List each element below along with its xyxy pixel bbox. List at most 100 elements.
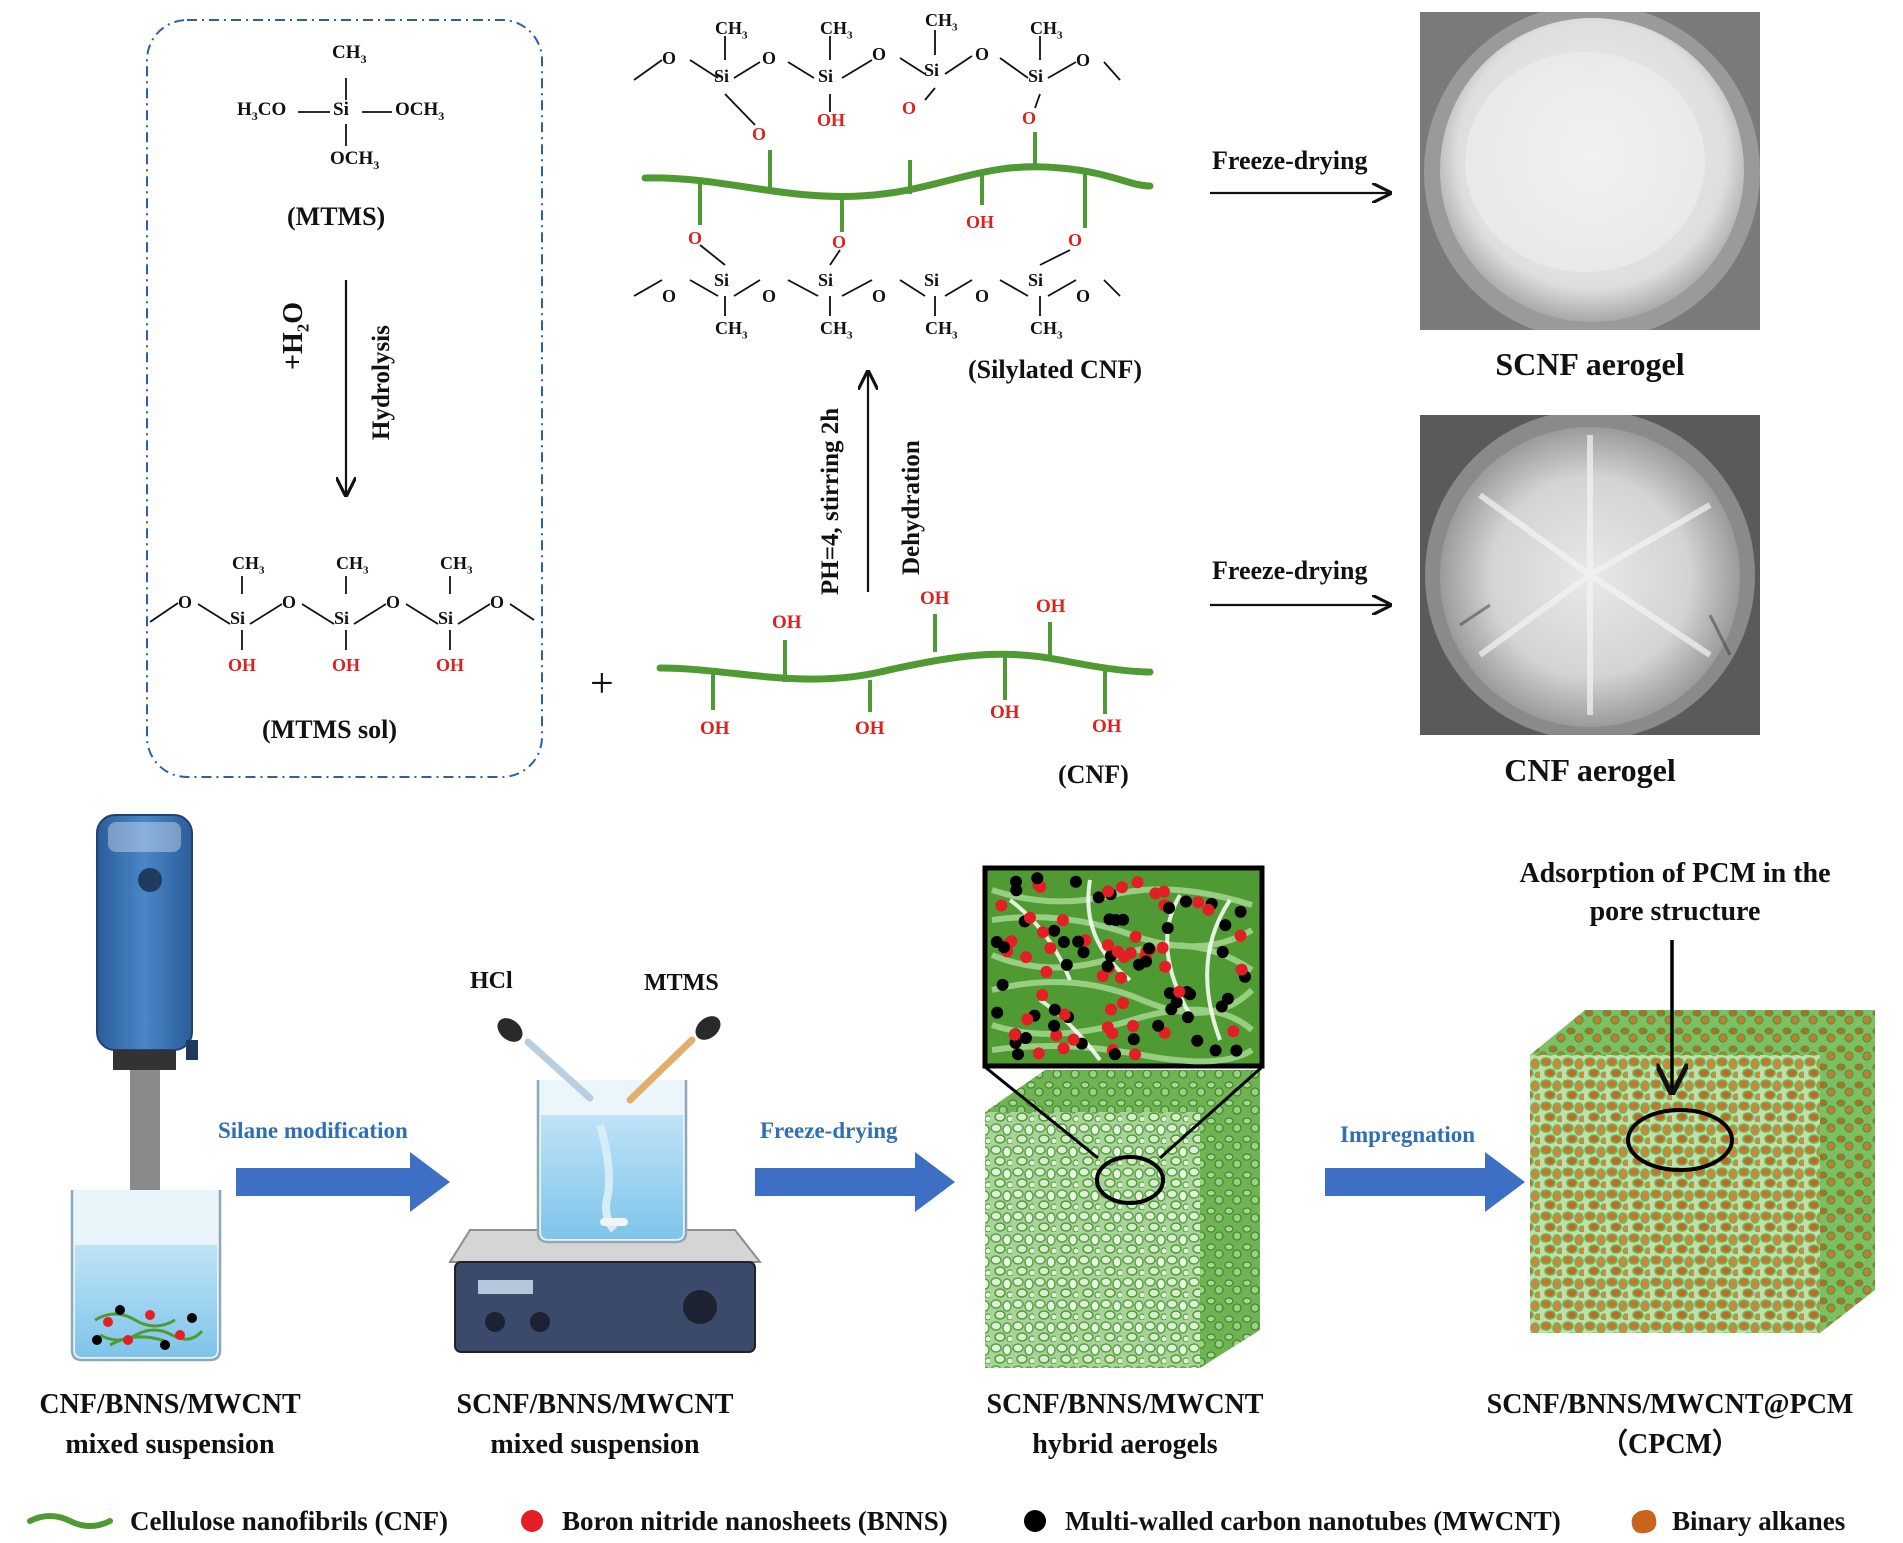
scnf-o-t1: O [662,48,677,68]
mwcnt-particle [1180,895,1192,908]
zoom-ellipse [1095,1155,1165,1205]
scnf-aerogel-title: SCNF aerogel [1495,346,1685,382]
bnns-particle [1106,1027,1119,1040]
bnns-particle [1056,914,1069,927]
legend-bnns-text: Boron nitride nanosheets (BNNS) [562,1505,948,1536]
legend-symbols [27,1510,1657,1534]
mwcnt-particle [1077,946,1090,959]
cnf-oh-6: OH [990,702,1020,723]
cnf-aerogel-photo [1420,415,1760,735]
step3-line1: SCNF/BNNS/MWCNT [986,1389,1264,1420]
scnf-o-t3: O [872,44,887,64]
sol-o-1: O [178,592,193,612]
hotplate-illustration [448,1016,763,1353]
cnf-fiber [656,650,1154,683]
mtms-si: Si [333,99,349,120]
bnns-particle [1057,1042,1070,1055]
bnns-particle [1149,887,1162,900]
bnns-particle [1105,1003,1117,1016]
legend-bnns-icon [521,1510,543,1532]
bnns-particle [1058,1008,1071,1021]
scnf-si-b1: Si [714,270,730,290]
scnf-o-b3: O [872,286,887,306]
mwcnt-particle [1161,922,1174,934]
mwcnt-particle [1110,914,1122,926]
legend-mwcnt: Multi-walled carbon nanotubes (MWCNT) [1065,1505,1561,1537]
mtms-molecule-bonds [298,78,392,146]
sol-oh-3: OH [436,655,465,675]
mwcnt-particle [1092,891,1105,904]
legend-mwcnt-text: Multi-walled carbon nanotubes (MWCNT) [1065,1505,1561,1536]
sol-oh-1: OH [228,655,257,675]
sol-o-2: O [282,592,297,612]
mwcnt-particle [1234,905,1247,918]
mwcnt-particle [1031,872,1044,885]
mwcnt-particle [1163,902,1175,914]
step4-line2: （CPCM） [1600,1429,1740,1460]
cnf-oh-3: OH [1036,596,1066,617]
scnf-oh-mid: OH [966,212,995,232]
dehydration-label: Dehydration [898,440,925,575]
mtms-och3-bottom: OCH3 [330,148,380,172]
silane-arrow [236,1152,450,1212]
scnf-ch3-t4: CH3 [1030,18,1063,42]
scnf-si-t2: Si [818,66,834,86]
scnf-ch3-t2: CH3 [820,18,853,42]
sol-oh-2: OH [332,655,361,675]
scnf-o-t2: O [762,48,777,68]
bnns-particle [1040,965,1053,978]
step1-caption: CNF/BNNS/MWCNT mixed suspension [0,1385,340,1465]
mtms-ch3-top: CH3 [332,42,367,66]
bnns-particle [1036,926,1049,939]
mwcnt-particle [1012,1048,1024,1061]
bnns-particle [1044,942,1057,955]
legend-alkanes: Binary alkanes [1672,1505,1845,1537]
h2o-reagent-label: +H2O [278,301,313,370]
bnns-particle [1102,885,1115,898]
process-arrows [236,1152,1525,1212]
mwcnt-particle [1181,1011,1194,1024]
mtms-och3-right: OCH3 [395,99,445,123]
mwcnt-particle [1048,1003,1061,1016]
bnns-particle [1159,960,1172,973]
bnns-particle [1116,997,1129,1010]
scnf-ch3-t3: CH3 [925,10,958,34]
cnf-oh-5: OH [855,718,885,739]
bnns-particle [1116,881,1128,894]
mwcnt-particle [1072,935,1085,948]
mwcnt-particle [1127,1033,1140,1046]
sol-si-3: Si [438,608,454,628]
bnns-particle [1032,1047,1045,1060]
mwcnt-particle [1219,919,1232,932]
cnf-label: (CNF) [1058,760,1129,789]
silylated-fiber-stubs [698,132,1087,232]
mwcnt-particle [1143,942,1155,955]
freeze-drying-label-top: Freeze-drying [1212,146,1368,175]
adsorption-annotation: Adsorption of PCM in the pore structure [1480,855,1870,931]
mwcnt-particle [1152,1019,1165,1032]
bnns-particle [1024,911,1036,924]
bnns-particle [1096,970,1109,982]
bnns-particle [1156,941,1169,954]
cnf-oh-2: OH [920,588,950,609]
aerogel-cube [984,1065,1263,1368]
bnns-particle [1129,1048,1142,1061]
mwcnt-particle [996,978,1009,991]
mtms-dashed-box [146,19,543,778]
scnf-o-link-3: O [1022,108,1037,128]
bnns-particle [1227,1025,1240,1038]
impregnation-arrow [1325,1152,1525,1212]
sol-si-1: Si [230,608,246,628]
step4-line1: SCNF/BNNS/MWCNT@PCM [1486,1389,1854,1420]
bnns-particle [1235,963,1248,976]
mwcnt-particle [1048,1019,1061,1032]
scnf-o-link-5: O [832,232,847,252]
sol-ch3-3: CH3 [440,553,473,577]
mwcnt-particle [1164,987,1176,1000]
cpcm-cube [1530,940,1875,1333]
freeze-drying-label-bottom: Freeze-drying [1212,556,1368,585]
scnf-ch3-b3: CH3 [925,318,958,342]
zoom-particles [990,872,1251,1061]
sol-o-3: O [386,592,401,612]
